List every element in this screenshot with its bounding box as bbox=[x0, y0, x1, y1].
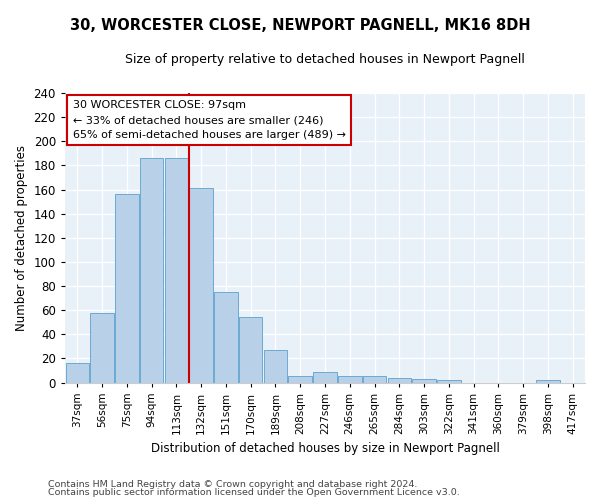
Y-axis label: Number of detached properties: Number of detached properties bbox=[15, 145, 28, 331]
Bar bbox=[289, 376, 312, 382]
Bar bbox=[363, 376, 386, 382]
Bar bbox=[65, 363, 89, 382]
Bar bbox=[388, 378, 411, 382]
Text: 30 WORCESTER CLOSE: 97sqm
← 33% of detached houses are smaller (246)
65% of semi: 30 WORCESTER CLOSE: 97sqm ← 33% of detac… bbox=[73, 100, 346, 140]
Bar bbox=[338, 376, 362, 382]
Bar bbox=[115, 194, 139, 382]
Text: Contains public sector information licensed under the Open Government Licence v3: Contains public sector information licen… bbox=[48, 488, 460, 497]
Text: 30, WORCESTER CLOSE, NEWPORT PAGNELL, MK16 8DH: 30, WORCESTER CLOSE, NEWPORT PAGNELL, MK… bbox=[70, 18, 530, 32]
Bar bbox=[437, 380, 461, 382]
Bar bbox=[263, 350, 287, 382]
Bar bbox=[412, 379, 436, 382]
Bar bbox=[140, 158, 163, 382]
Bar bbox=[164, 158, 188, 382]
Bar bbox=[91, 312, 114, 382]
Bar bbox=[214, 292, 238, 382]
Title: Size of property relative to detached houses in Newport Pagnell: Size of property relative to detached ho… bbox=[125, 52, 525, 66]
Text: Contains HM Land Registry data © Crown copyright and database right 2024.: Contains HM Land Registry data © Crown c… bbox=[48, 480, 418, 489]
X-axis label: Distribution of detached houses by size in Newport Pagnell: Distribution of detached houses by size … bbox=[151, 442, 499, 455]
Bar bbox=[313, 372, 337, 382]
Bar bbox=[190, 188, 213, 382]
Bar bbox=[239, 318, 262, 382]
Bar bbox=[536, 380, 560, 382]
